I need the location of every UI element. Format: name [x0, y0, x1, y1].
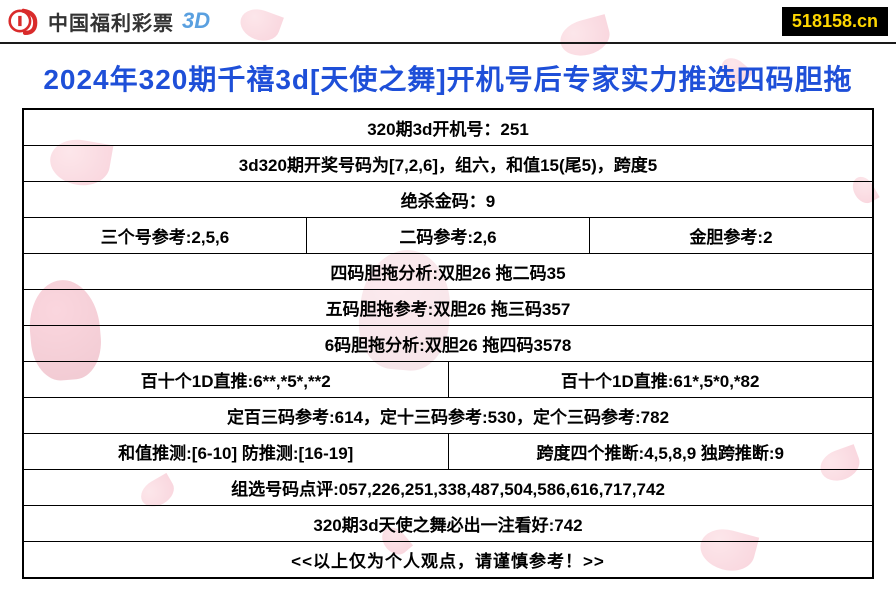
logo-3d-text: 3D	[182, 8, 210, 34]
site-badge: 518158.cn	[782, 7, 888, 36]
cell-sum-predict: 和值推测:[6-10] 防推测:[16-19]	[24, 434, 449, 469]
row-open-number: 320期3d开机号：251	[24, 110, 872, 146]
row-group-select: 组选号码点评:057,226,251,338,487,504,586,616,7…	[24, 470, 872, 506]
cell-six-code: 6码胆拖分析:双胆26 拖四码3578	[24, 326, 872, 361]
cell-four-code: 四码胆拖分析:双胆26 拖二码35	[24, 254, 872, 289]
cell-direct-push-b: 百十个1D直推:61*,5*0,*82	[449, 362, 873, 397]
cell-open-number: 320期3d开机号：251	[24, 110, 872, 145]
main-title: 2024年320期千禧3d[天使之舞]开机号后专家实力推选四码胆拖	[0, 44, 896, 108]
cell-fixed-codes: 定百三码参考:614，定十三码参考:530，定个三码参考:782	[24, 398, 872, 433]
cell-group-select: 组选号码点评:057,226,251,338,487,504,586,616,7…	[24, 470, 872, 505]
cell-gold-ref: 金胆参考:2	[590, 218, 872, 253]
row-six-code: 6码胆拖分析:双胆26 拖四码3578	[24, 326, 872, 362]
row-disclaimer: <<以上仅为个人观点，请谨慎参考！>>	[24, 542, 872, 577]
cell-kill-code: 绝杀金码：9	[24, 182, 872, 217]
row-direct-push: 百十个1D直推:6**,*5*,**2 百十个1D直推:61*,5*0,*82	[24, 362, 872, 398]
lottery-logo-icon	[8, 4, 42, 38]
row-sum-span: 和值推测:[6-10] 防推测:[16-19] 跨度四个推断:4,5,8,9 独…	[24, 434, 872, 470]
row-kill-code: 绝杀金码：9	[24, 182, 872, 218]
row-must-pick: 320期3d天使之舞必出一注看好:742	[24, 506, 872, 542]
row-five-code: 五码胆拖参考:双胆26 拖三码357	[24, 290, 872, 326]
cell-span-predict: 跨度四个推断:4,5,8,9 独跨推断:9	[449, 434, 873, 469]
row-three-refs: 三个号参考:2,5,6 二码参考:2,6 金胆参考:2	[24, 218, 872, 254]
cell-must-pick: 320期3d天使之舞必出一注看好:742	[24, 506, 872, 541]
cell-direct-push-a: 百十个1D直推:6**,*5*,**2	[24, 362, 449, 397]
cell-disclaimer: <<以上仅为个人观点，请谨慎参考！>>	[24, 542, 872, 577]
logo-text: 中国福利彩票	[48, 7, 174, 36]
content-table: 320期3d开机号：251 3d320期开奖号码为[7,2,6]，组六，和值15…	[22, 108, 874, 579]
cell-draw-result: 3d320期开奖号码为[7,2,6]，组六，和值15(尾5)，跨度5	[24, 146, 872, 181]
row-draw-result: 3d320期开奖号码为[7,2,6]，组六，和值15(尾5)，跨度5	[24, 146, 872, 182]
cell-five-code: 五码胆拖参考:双胆26 拖三码357	[24, 290, 872, 325]
cell-two-code-ref: 二码参考:2,6	[307, 218, 590, 253]
header-bar: 中国福利彩票 3D 518158.cn	[0, 0, 896, 44]
row-fixed-codes: 定百三码参考:614，定十三码参考:530，定个三码参考:782	[24, 398, 872, 434]
cell-three-num-ref: 三个号参考:2,5,6	[24, 218, 307, 253]
logo-area: 中国福利彩票 3D	[8, 4, 210, 38]
row-four-code: 四码胆拖分析:双胆26 拖二码35	[24, 254, 872, 290]
